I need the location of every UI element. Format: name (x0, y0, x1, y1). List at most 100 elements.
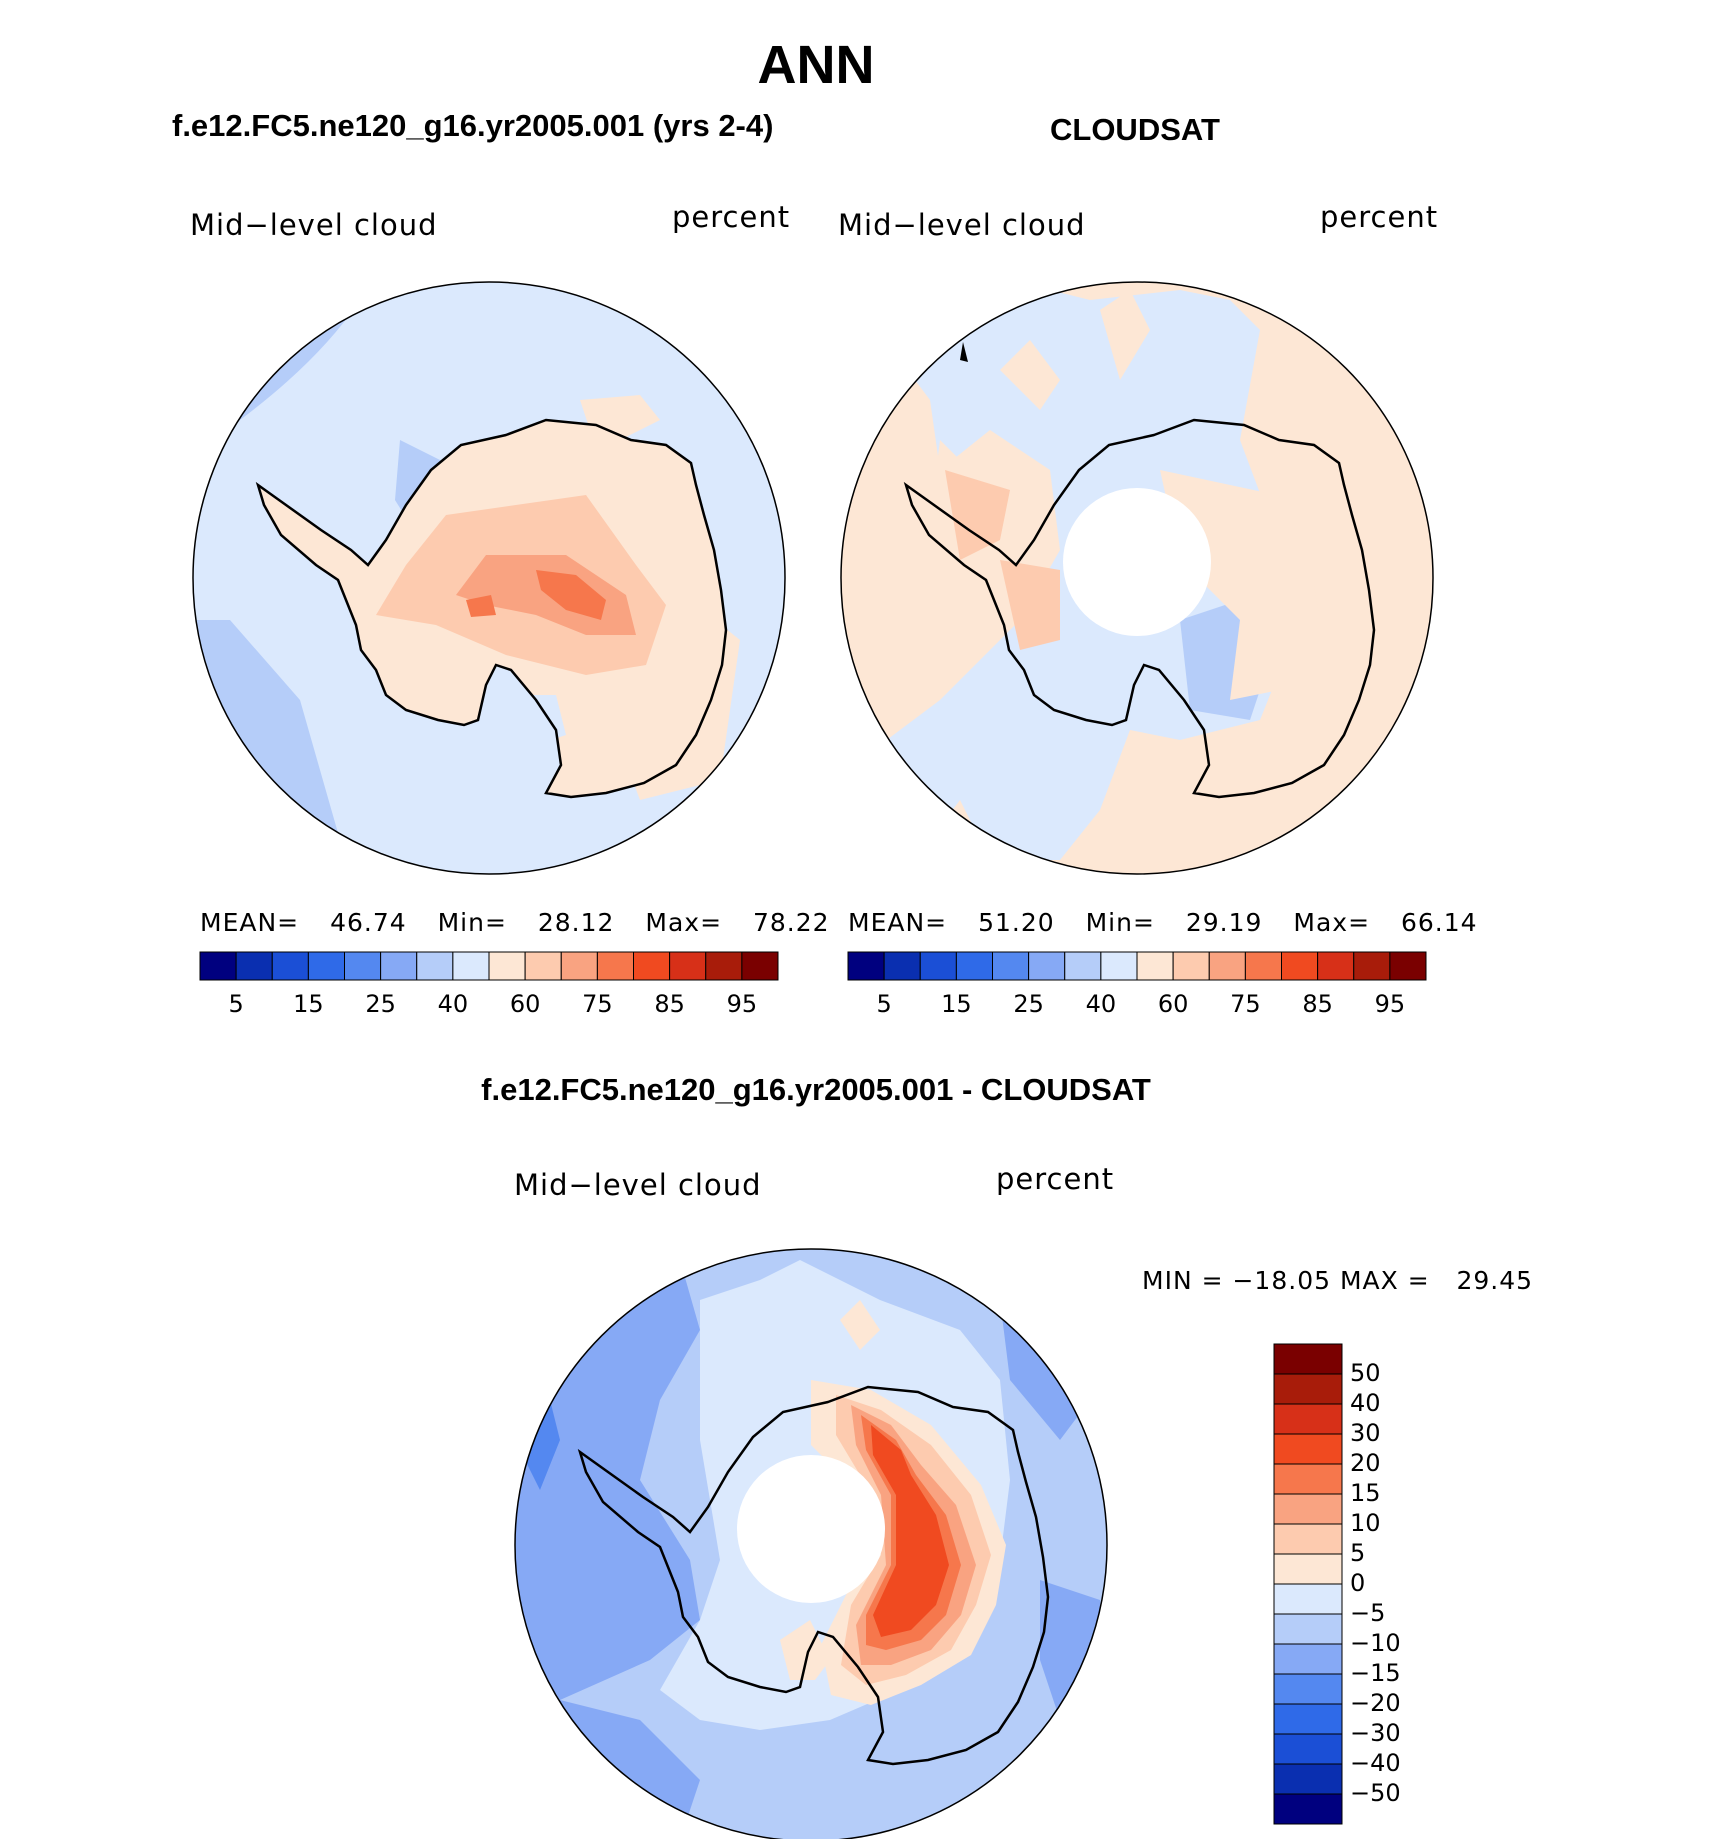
diff-colorbar-tick-label: −40 (1350, 1749, 1401, 1777)
model-colorbar-tick-label: 5 (228, 990, 244, 1018)
model-colorbar-tick-label: 85 (654, 990, 685, 1018)
model-colorbar-tick-label: 15 (293, 990, 324, 1018)
diff-colorbar-box (1273, 1703, 1343, 1735)
model-min-label: Min= (437, 908, 507, 937)
model-colorbar-box (488, 951, 526, 981)
diff-colorbar-tick-label: 50 (1350, 1359, 1381, 1387)
diff-colorbar-box (1273, 1343, 1343, 1375)
obs-colorbar-box (1100, 951, 1138, 981)
obs-colorbar (847, 951, 1427, 981)
diff-colorbar-tick-label: 0 (1350, 1569, 1366, 1597)
diff-colorbar-tick-label: −20 (1350, 1689, 1401, 1717)
model-units-label: percent (672, 200, 791, 234)
diff-colorbar-tick-label: −5 (1350, 1599, 1386, 1627)
obs-colorbar-tick-label: 60 (1157, 990, 1189, 1018)
diff-colorbar-box (1273, 1673, 1343, 1705)
obs-colorbar-box (847, 951, 885, 981)
obs-mean-value: 51.20 (978, 908, 1055, 937)
obs-colorbar-tick-label: 40 (1085, 990, 1117, 1018)
model-max-value: 78.22 (753, 908, 830, 937)
obs-colorbar-tick-label: 95 (1374, 990, 1406, 1018)
obs-colorbar-tick-label: 5 (876, 990, 892, 1018)
model-colorbar-box (524, 951, 562, 981)
diff-colorbar-tick-label: 5 (1350, 1539, 1366, 1567)
model-stats: MEAN= 46.74 Min= 28.12 Max= 78.22 (200, 908, 830, 937)
model-colorbar-box (344, 951, 382, 981)
model-colorbar-tick-label: 60 (509, 990, 541, 1018)
model-colorbar-box (271, 951, 309, 981)
diff-map (515, 1249, 1107, 1839)
diff-colorbar-box (1273, 1583, 1343, 1615)
figure-title: ANN (757, 35, 875, 95)
diff-colorbar-box (1273, 1433, 1343, 1465)
model-colorbar-box (380, 951, 418, 981)
model-colorbar-box (741, 951, 779, 981)
model-colorbar-box (199, 951, 237, 981)
diff-colorbar-box (1273, 1793, 1343, 1825)
obs-colorbar-box (1317, 951, 1355, 981)
diff-colorbar-box (1273, 1763, 1343, 1795)
model-colorbar-tick-label: 40 (437, 990, 469, 1018)
diff-colorbar-box (1273, 1553, 1343, 1585)
obs-max-value: 66.14 (1401, 908, 1478, 937)
model-variable-label: Mid−level cloud (190, 208, 438, 242)
obs-colorbar-box (1208, 951, 1246, 981)
diff-colorbar-box (1273, 1613, 1343, 1645)
obs-mean-label: MEAN= (848, 908, 948, 937)
obs-stats: MEAN= 51.20 Min= 29.19 Max= 66.14 (848, 908, 1478, 937)
model-colorbar-box (235, 951, 273, 981)
model-colorbar-box (705, 951, 743, 981)
obs-colorbar-box (1028, 951, 1066, 981)
obs-colorbar-box (1136, 951, 1174, 981)
obs-variable-label: Mid−level cloud (838, 208, 1086, 242)
diff-units-label: percent (996, 1162, 1115, 1196)
diff-colorbar-tick-label: 10 (1350, 1509, 1381, 1537)
obs-map-border (840, 281, 1434, 875)
diff-stats: MIN = −18.05 MAX = 29.45 (1142, 1266, 1534, 1295)
model-colorbar-box (307, 951, 345, 981)
obs-colorbar-box (1281, 951, 1319, 981)
model-colorbar-box (669, 951, 707, 981)
model-colorbar-box (452, 951, 490, 981)
diff-colorbar-tick-label: −10 (1350, 1629, 1401, 1657)
diff-map-border (514, 1248, 1108, 1839)
model-continent (258, 420, 726, 797)
obs-colorbar-box (1244, 951, 1282, 981)
diff-colorbar-tick-label: −50 (1350, 1779, 1401, 1807)
model-max-label: Max= (645, 908, 723, 937)
model-map-border (192, 281, 786, 875)
diff-colorbar-box (1273, 1643, 1343, 1675)
model-panel-title: f.e12.FC5.ne120_g16.yr2005.001 (yrs 2-4) (172, 108, 774, 143)
obs-colorbar-tick-label: 15 (941, 990, 972, 1018)
diff-colorbar (1273, 1343, 1343, 1825)
obs-units-label: percent (1320, 200, 1439, 234)
obs-panel-title: CLOUDSAT (1050, 112, 1220, 147)
diff-anomaly-region (811, 1380, 1006, 1705)
obs-colorbar-box (992, 951, 1030, 981)
diff-colorbar-box (1273, 1403, 1343, 1435)
obs-colorbar-box (1172, 951, 1210, 981)
obs-colorbar-tick-label: 75 (1230, 990, 1261, 1018)
diff-missing-data-hole (737, 1455, 885, 1603)
diff-panel-title: f.e12.FC5.ne120_g16.yr2005.001 - CLOUDSA… (481, 1072, 1151, 1107)
model-colorbar-tick-label: 95 (726, 990, 758, 1018)
model-min-value: 28.12 (537, 908, 615, 937)
obs-colorbar-box (1353, 951, 1391, 981)
obs-colorbar-box (883, 951, 921, 981)
diff-colorbar-box (1273, 1463, 1343, 1495)
obs-colorbar-tick-label: 25 (1013, 990, 1044, 1018)
model-colorbar-box (560, 951, 598, 981)
diff-colorbar-tick-label: 20 (1350, 1449, 1381, 1477)
diff-colorbar-box (1273, 1523, 1343, 1555)
obs-map (841, 282, 1433, 874)
model-colorbar-box (633, 951, 671, 981)
diff-colorbar-box (1273, 1733, 1343, 1765)
obs-min-value: 29.19 (1185, 908, 1263, 937)
model-colorbar-tick-label: 25 (365, 990, 396, 1018)
model-colorbar-box (416, 951, 454, 981)
diff-colorbar-tick-label: 40 (1350, 1389, 1381, 1417)
diff-colorbar-tick-label: −15 (1350, 1659, 1401, 1687)
obs-colorbar-box (1389, 951, 1427, 981)
diff-colorbar-tick-label: 30 (1350, 1419, 1381, 1447)
